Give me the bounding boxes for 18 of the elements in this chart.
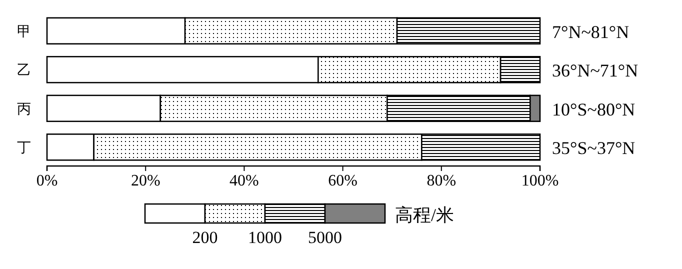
legend-title: 高程/米 [395,205,454,225]
text: 5000 [308,228,342,247]
text: 200 [192,228,218,247]
y-tick-label: 丁 [17,141,31,156]
text: 1000 [248,228,282,247]
x-tick-label: 80% [426,172,456,190]
text: 35°S~37°N [552,138,636,158]
text: 36°N~71°N [552,60,638,81]
x-tick-label: 100% [521,172,559,190]
y-tick-label: 丙 [17,102,31,118]
x-tick-label: 20% [130,172,160,190]
x-tick-label: 0% [36,172,58,190]
y-tick-label: 乙 [17,64,31,79]
x-tick-label: 60% [328,172,358,190]
y-tick-label: 甲 [17,24,31,40]
text: 7°N~81°N [552,22,630,42]
text: 10°S~80°N [552,99,636,120]
x-tick-label: 40% [230,172,259,190]
